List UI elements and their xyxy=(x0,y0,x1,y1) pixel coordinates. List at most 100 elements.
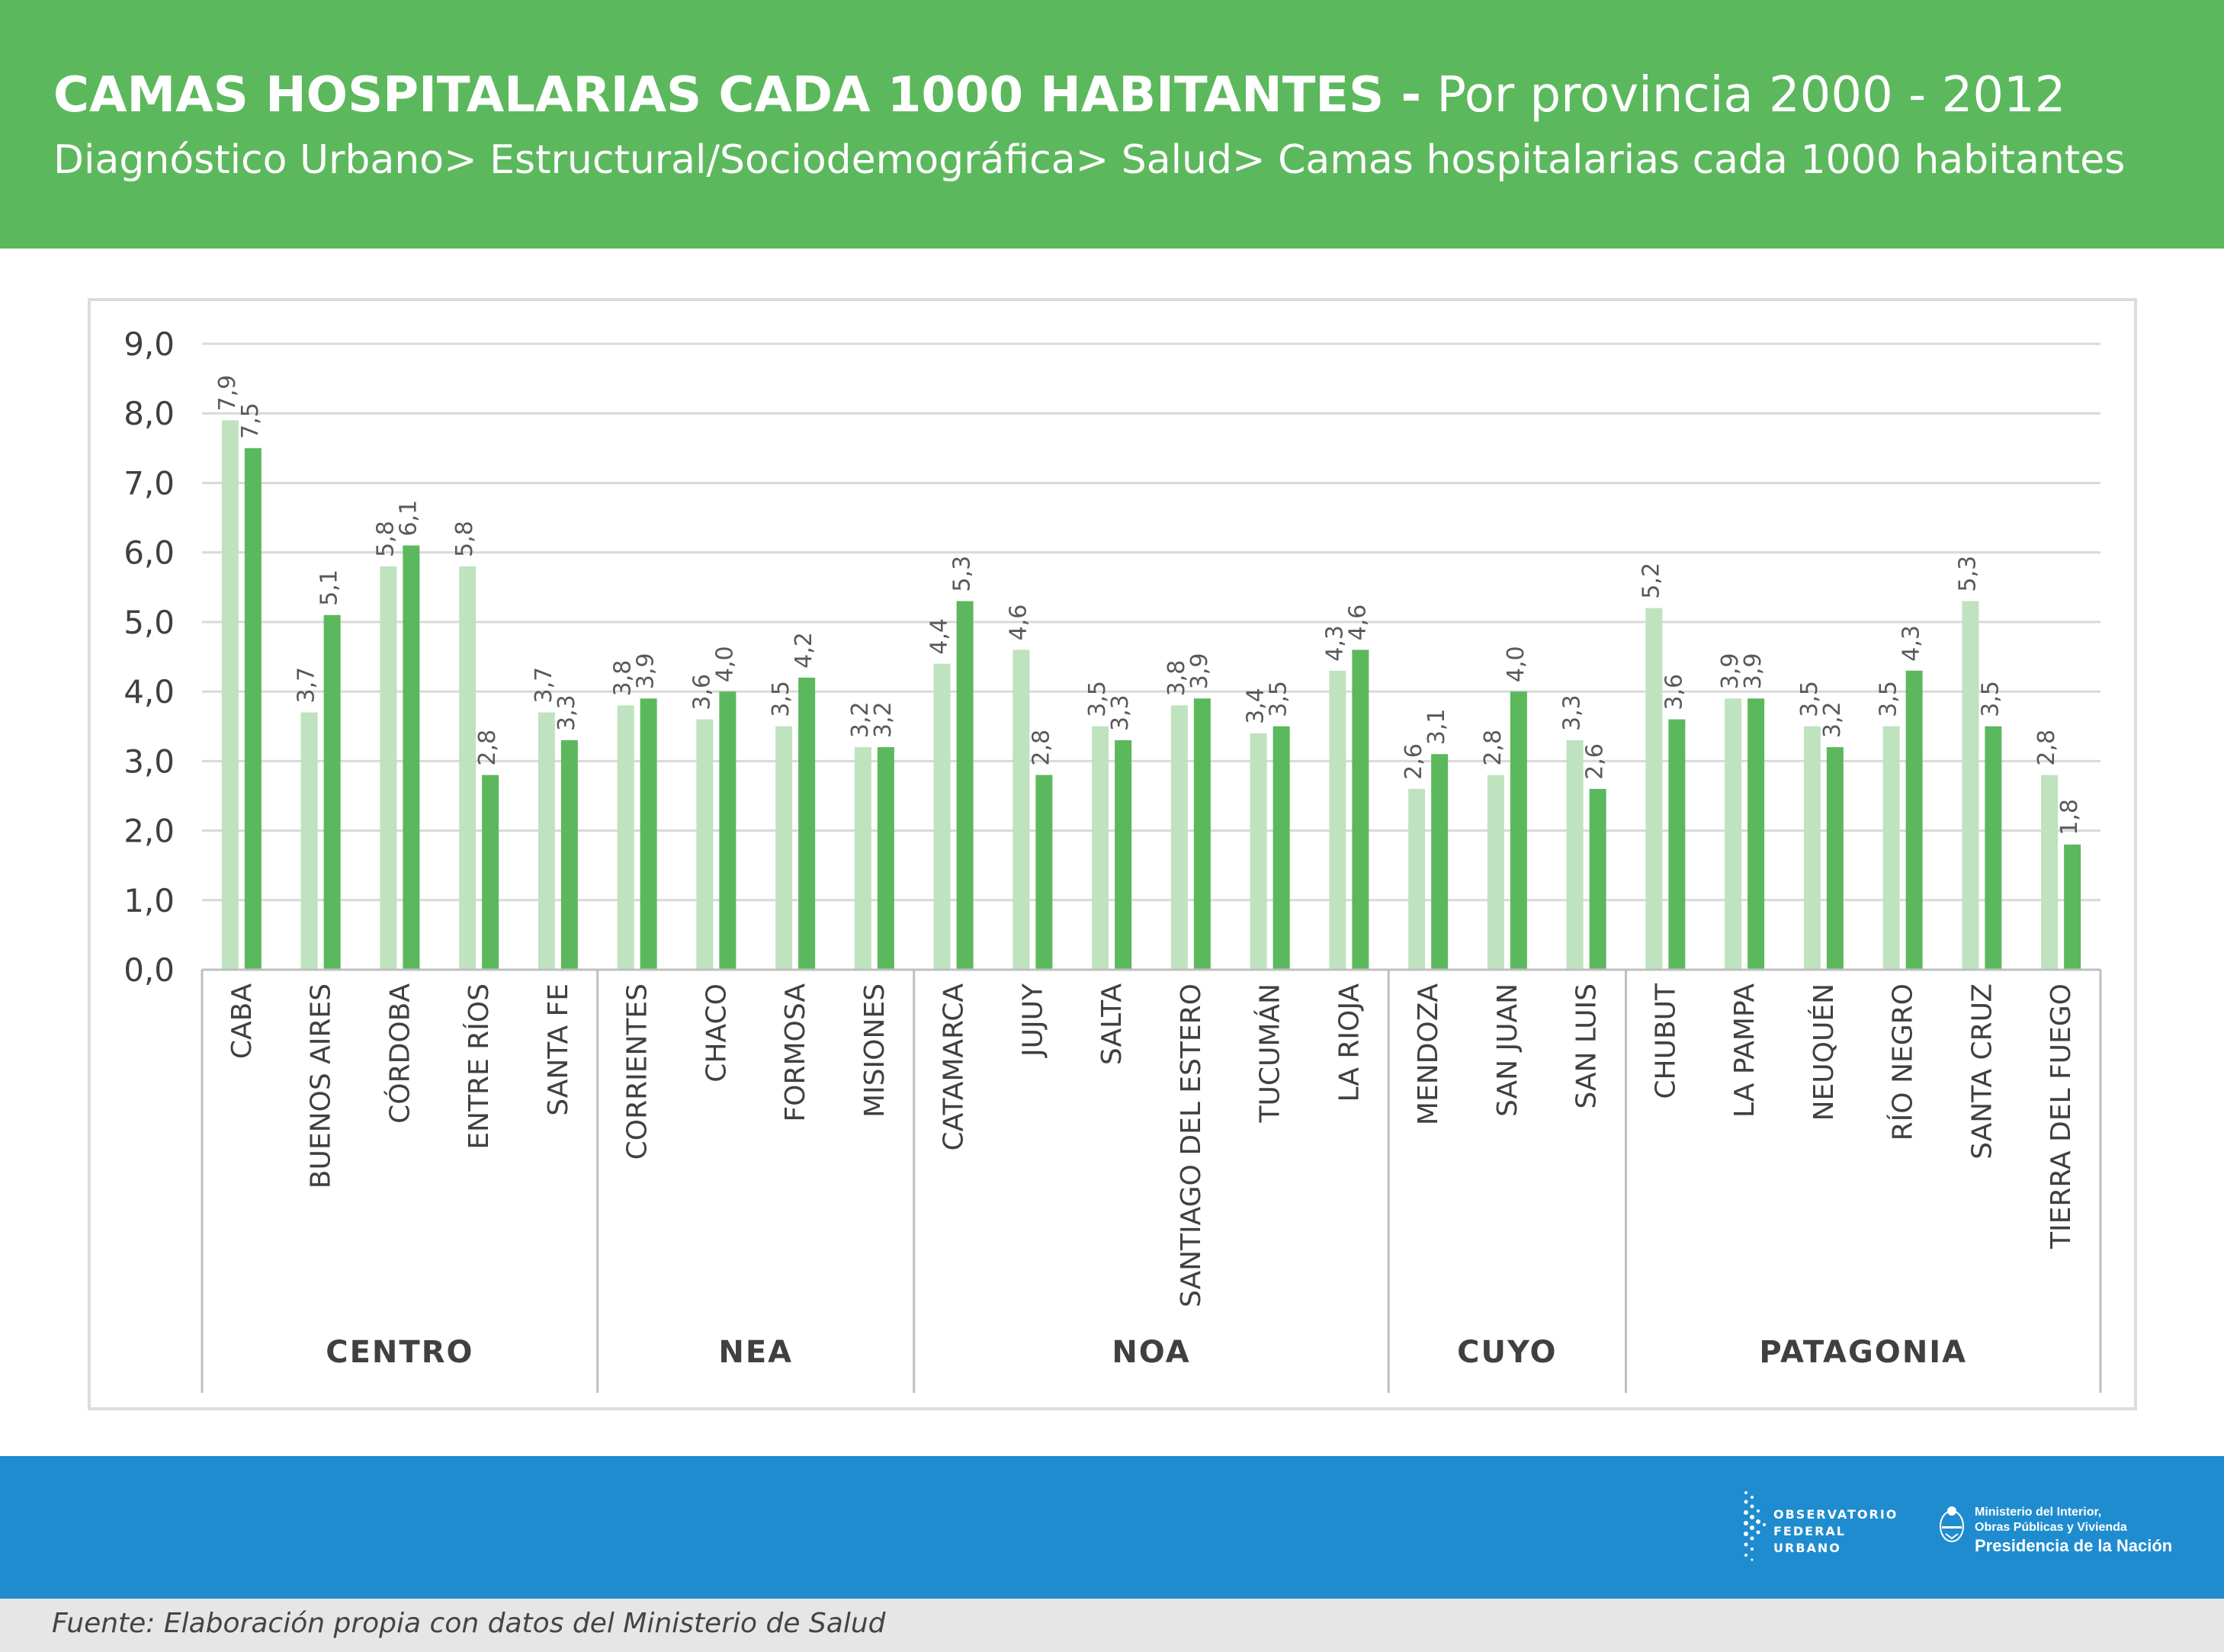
y-tick-label: 7,0 xyxy=(124,464,175,502)
ministerio-line-3: Presidencia de la Nación xyxy=(1975,1536,2173,1555)
bar xyxy=(1487,775,1504,970)
x-tick-label: NEUQUÉN xyxy=(1808,983,1840,1121)
data-label: 5,1 xyxy=(316,569,343,606)
x-tick-label: BUENOS AIRES xyxy=(306,983,337,1188)
bar xyxy=(482,775,499,970)
data-label: 2,8 xyxy=(1480,730,1507,766)
data-label: 4,0 xyxy=(711,646,738,682)
bar xyxy=(1431,754,1449,970)
y-tick-label: 3,0 xyxy=(124,743,175,780)
bar xyxy=(1510,691,1527,970)
data-label: 4,6 xyxy=(1344,605,1371,641)
data-label: 5,2 xyxy=(1638,563,1664,599)
bar xyxy=(1589,788,1606,970)
header-banner: CAMAS HOSPITALARIAS CADA 1000 HABITANTES… xyxy=(0,0,2224,249)
data-label: 2,6 xyxy=(1582,743,1609,780)
footer-band: OBSERVATORIO FEDERAL URBANO Ministerio del… xyxy=(0,1456,2224,1599)
bar xyxy=(300,712,318,970)
bar xyxy=(538,712,555,970)
bar xyxy=(719,691,737,970)
data-label: 5,8 xyxy=(372,521,399,557)
bar xyxy=(1985,726,2002,970)
bar xyxy=(1566,739,1584,970)
data-label: 7,9 xyxy=(214,375,241,412)
data-label: 3,5 xyxy=(1796,681,1823,717)
data-label: 4,2 xyxy=(791,632,817,669)
observatorio-logo-text: OBSERVATORIO FEDERAL URBANO xyxy=(1773,1506,1898,1557)
data-label: 3,9 xyxy=(1740,653,1767,690)
x-tick-label: MISIONES xyxy=(859,983,891,1118)
x-tick-label: SAN JUAN xyxy=(1492,983,1523,1117)
group-label: PATAGONIA xyxy=(1759,1335,1967,1370)
data-label: 6,1 xyxy=(395,500,422,537)
y-tick-label: 5,0 xyxy=(124,604,175,641)
data-label: 3,8 xyxy=(1163,660,1190,697)
data-label: 3,5 xyxy=(768,681,794,717)
observatorio-line-1: OBSERVATORIO xyxy=(1773,1507,1898,1522)
x-tick-label: CHACO xyxy=(701,983,732,1083)
data-label: 3,5 xyxy=(1977,681,2004,717)
chart-frame: 0,0 1,0 2,0 3,0 4,0 5,0 6,0 7,0 8,0 9,0 7,9 3,7 5,8 5… xyxy=(88,298,2137,1410)
data-label: 5,8 xyxy=(451,521,478,557)
x-tick-label: CORRIENTES xyxy=(622,983,653,1160)
data-label: 4,3 xyxy=(1898,625,1925,662)
data-label: 4,4 xyxy=(926,618,953,655)
bar xyxy=(1115,739,1132,970)
bar xyxy=(403,545,420,970)
x-tick-label: SANTIAGO DEL ESTERO xyxy=(1176,983,1207,1307)
x-tick-label: SALTA xyxy=(1096,983,1128,1065)
bar xyxy=(798,677,816,970)
data-label: 3,9 xyxy=(1717,653,1744,690)
data-label: 7,5 xyxy=(237,403,264,439)
data-label: 3,5 xyxy=(1084,681,1111,717)
data-label: 3,6 xyxy=(688,674,715,711)
x-tick-label: SAN LUIS xyxy=(1571,983,1603,1109)
page-title: CAMAS HOSPITALARIAS CADA 1000 HABITANTES… xyxy=(53,67,2065,123)
group-label: NOA xyxy=(1112,1335,1190,1370)
bar xyxy=(1352,650,1369,970)
data-label: 5,3 xyxy=(1954,556,1981,592)
bar xyxy=(1645,608,1663,970)
data-label: 3,7 xyxy=(294,667,320,704)
bar xyxy=(1668,719,1686,970)
data-label: 1,8 xyxy=(2056,799,2083,836)
data-label: 3,7 xyxy=(531,667,557,704)
bar-chart: 0,0 1,0 2,0 3,0 4,0 5,0 6,0 7,0 8,0 9,0 7,9 3,7 5,8 5… xyxy=(124,326,2102,1393)
data-label: 3,2 xyxy=(847,701,874,738)
bar xyxy=(560,739,578,970)
bar xyxy=(1905,670,1923,970)
bar xyxy=(854,747,871,970)
bar xyxy=(1193,698,1211,970)
data-label: 3,1 xyxy=(1423,708,1450,745)
bar xyxy=(380,566,397,970)
title-period: Por provincia 2000 - 2012 xyxy=(1436,67,2066,123)
ministerio-logo: Ministerio del Interior, Obras Públicas … xyxy=(1937,1503,2196,1564)
y-tick-label: 8,0 xyxy=(124,395,175,432)
data-label: 3,3 xyxy=(1559,694,1586,731)
bar xyxy=(933,663,951,970)
bar xyxy=(323,614,341,970)
x-tick-label: MENDOZA xyxy=(1413,983,1444,1125)
x-tick-label: CABA xyxy=(226,983,258,1059)
data-label: 5,3 xyxy=(949,556,976,592)
bar xyxy=(1803,726,1821,970)
x-tick-label: CATAMARCA xyxy=(939,983,970,1151)
bar xyxy=(1882,726,1900,970)
data-label: 4,0 xyxy=(1503,646,1529,682)
bar xyxy=(1013,650,1030,970)
bar xyxy=(244,447,262,970)
data-label: 3,3 xyxy=(554,694,580,731)
x-tick-label: SANTA FE xyxy=(543,983,574,1116)
bar xyxy=(1826,747,1844,970)
bar xyxy=(221,420,239,970)
bar xyxy=(459,566,477,970)
national-seal-icon xyxy=(1940,1506,1964,1542)
bar xyxy=(1962,601,1979,970)
y-tick-label: 1,0 xyxy=(124,882,175,919)
bar xyxy=(956,601,974,970)
y-tick-label: 9,0 xyxy=(124,326,175,363)
x-tick-label: CÓRDOBA xyxy=(384,983,416,1124)
y-tick-label: 0,0 xyxy=(124,951,175,989)
data-label: 3,4 xyxy=(1243,688,1269,724)
bar xyxy=(2041,775,2059,970)
